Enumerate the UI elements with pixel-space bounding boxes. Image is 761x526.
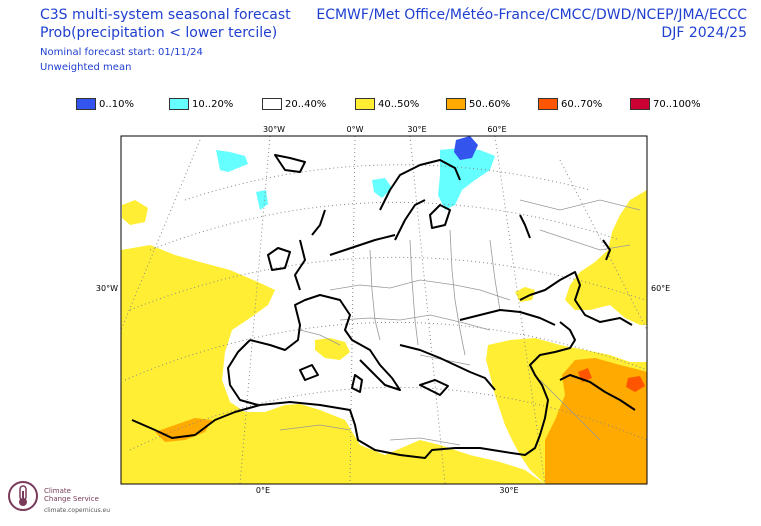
- shading-50-60-middle-east: [545, 358, 647, 484]
- shading-40-50-north-atlantic: [122, 200, 148, 225]
- forecast-title: C3S multi-system seasonal forecast: [40, 7, 291, 23]
- legend-swatch: [355, 98, 375, 110]
- header-left: C3S multi-system seasonal forecast Prob(…: [40, 6, 291, 75]
- forecast-centres: ECMWF/Met Office/Météo-France/CMCC/DWD/N…: [316, 7, 747, 23]
- shading-10-20-norway: [372, 178, 392, 198]
- legend-swatch: [446, 98, 466, 110]
- shading-40-50-iberia-east: [315, 338, 350, 360]
- legend-label: 70..100%: [653, 98, 701, 110]
- legend-label: 20..40%: [285, 98, 327, 110]
- legend-swatch: [76, 98, 96, 110]
- lon-label-top-30e: 30°E: [407, 125, 426, 134]
- shading-40-50-atlantic: [121, 245, 545, 484]
- graticule: [121, 136, 647, 484]
- shading-0-10-kola: [454, 136, 478, 160]
- lon-label-top-0w: 0°W: [347, 125, 364, 134]
- header-right: ECMWF/Met Office/Météo-France/CMCC/DWD/N…: [316, 6, 747, 43]
- forecast-variable: Prob(precipitation < lower tercile): [40, 25, 278, 41]
- logo-name-line1: Climate: [44, 487, 71, 495]
- legend-label: 10..20%: [192, 98, 234, 110]
- lon-label-bottom-0e: 0°E: [256, 486, 270, 495]
- shading-10-20-scandinavia: [438, 148, 495, 210]
- lon-label-top-30w: 30°W: [263, 125, 285, 134]
- lat-label-left: 30°W: [96, 284, 118, 293]
- legend-swatch: [169, 98, 189, 110]
- map-frame: [120, 135, 648, 485]
- legend-item-70-100: 70..100%: [630, 96, 701, 112]
- legend-item-60-70: 60..70%: [538, 96, 602, 112]
- lat-label-right: 60°E: [651, 284, 670, 293]
- shading-10-20-iceland: [256, 190, 268, 210]
- lon-label-bottom-30e: 30°E: [499, 486, 518, 495]
- lon-label-top-60e: 60°E: [487, 125, 506, 134]
- logo-text: Climate Change Service: [44, 487, 99, 503]
- shading-40-50-blacksea: [515, 287, 535, 302]
- shading-40-50-west: [121, 350, 210, 420]
- shading-60-70: [626, 376, 645, 392]
- legend-label: 40..50%: [378, 98, 420, 110]
- legend-item-20-40: 20..40%: [262, 96, 326, 112]
- forecast-weighting: Unweighted mean: [40, 62, 132, 73]
- legend-label: 50..60%: [469, 98, 511, 110]
- coastlines: [131, 154, 636, 459]
- legend-swatch: [630, 98, 650, 110]
- copernicus-logo: Climate Change Service climate.copernicu…: [6, 478, 126, 518]
- legend-item-40-50: 40..50%: [355, 96, 419, 112]
- logo-name-line2: Change Service: [44, 495, 99, 503]
- legend-swatch: [262, 98, 282, 110]
- shading-10-20-greenland: [216, 150, 248, 172]
- forecast-start: Nominal forecast start: 01/11/24: [40, 47, 203, 58]
- probability-shading: [121, 136, 647, 484]
- legend-item-0-10: 0..10%: [76, 96, 134, 112]
- legend-swatch: [538, 98, 558, 110]
- legend-item-10-20: 10..20%: [169, 96, 233, 112]
- country-borders: [279, 199, 641, 446]
- logo-url: climate.copernicus.eu: [44, 507, 111, 514]
- forecast-season: DJF 2024/25: [661, 25, 747, 41]
- colour-legend: 0..10% 10..20% 20..40% 40..50% 50..60% 6…: [0, 96, 761, 112]
- legend-label: 60..70%: [561, 98, 603, 110]
- legend-item-50-60: 50..60%: [446, 96, 510, 112]
- legend-label: 0..10%: [99, 98, 134, 110]
- copernicus-thermometer-icon: [8, 481, 38, 511]
